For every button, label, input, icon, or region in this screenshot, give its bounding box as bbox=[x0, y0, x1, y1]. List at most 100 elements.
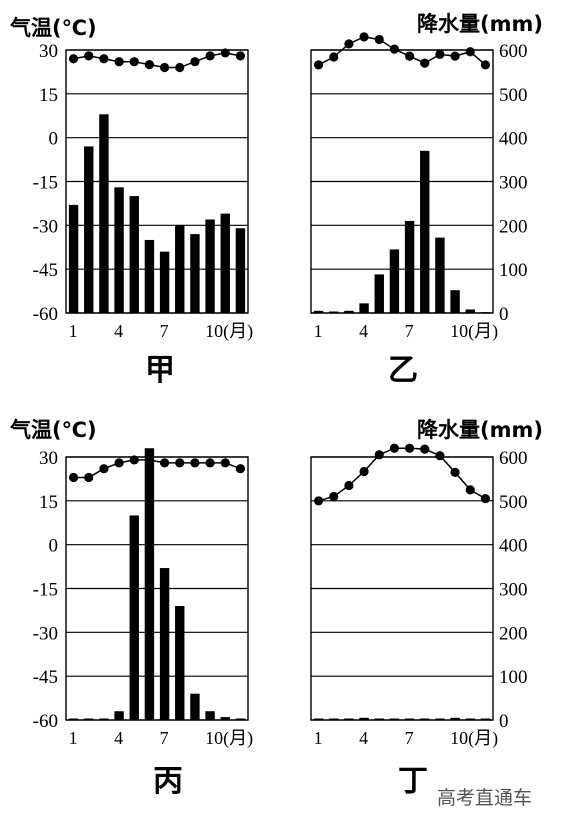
temp-line-yi bbox=[318, 36, 486, 66]
y-tick-label-bing: -30 bbox=[33, 623, 58, 644]
x-tick-label-yi: 4 bbox=[359, 321, 368, 341]
temp-point-bing bbox=[190, 458, 200, 468]
x-tick-label-ding: 4 bbox=[359, 728, 368, 748]
x-tick-label-yi: 1 bbox=[314, 321, 323, 341]
precip-bar-bing bbox=[144, 448, 155, 720]
temp-point-bing bbox=[220, 458, 230, 468]
y-tick-label-jia: -30 bbox=[33, 216, 58, 237]
plot-frame-bing bbox=[65, 456, 249, 721]
temp-point-ding bbox=[313, 496, 324, 506]
precip-bar-yi bbox=[435, 237, 445, 313]
temp-point-ding bbox=[420, 444, 430, 454]
temp-point-bing bbox=[235, 464, 246, 474]
y-tick-label-yi: 600 bbox=[499, 41, 528, 62]
precip-bar-bing bbox=[114, 711, 124, 720]
precip-bar-yi bbox=[404, 220, 415, 313]
temp-point-yi bbox=[344, 39, 354, 49]
y-tick-label-yi: 100 bbox=[499, 260, 528, 281]
temp-point-jia bbox=[68, 54, 79, 64]
y-tick-label-yi: 0 bbox=[499, 304, 509, 325]
temp-point-yi bbox=[404, 51, 415, 61]
precip-bar-bing bbox=[205, 711, 215, 720]
x-tick-label-yi: 7 bbox=[405, 321, 414, 341]
precip-bar-jia bbox=[190, 234, 200, 313]
panel-bing: 30 15 0 -15 -30 -45 -60 1 4 7 10(月) 丙 bbox=[33, 448, 253, 799]
y-tick-label-jia: 30 bbox=[39, 41, 58, 62]
temp-point-bing bbox=[84, 472, 94, 483]
x-tick-label-jia: 7 bbox=[160, 321, 169, 341]
temp-line-jia bbox=[73, 52, 241, 69]
precip-bar-yi bbox=[480, 312, 491, 313]
precip-axis-title-bottom: 降水量(mm) bbox=[417, 418, 543, 442]
temp-point-yi bbox=[374, 34, 384, 45]
temp-point-jia bbox=[144, 60, 155, 70]
precip-bar-yi bbox=[389, 249, 400, 313]
x-tick-label-bing: 1 bbox=[69, 728, 78, 748]
precip-bar-ding bbox=[359, 717, 369, 720]
precip-bar-bing bbox=[175, 606, 185, 720]
y-tick-label-ding: 200 bbox=[499, 623, 528, 644]
precip-bar-ding bbox=[450, 717, 460, 720]
precip-bar-jia bbox=[144, 239, 155, 313]
precip-bar-yi bbox=[313, 310, 324, 313]
panel-yi: 600 500 400 300 200 100 0 1 4 7 10(月) 乙 bbox=[310, 32, 528, 388]
y-tick-label-ding: 600 bbox=[499, 448, 528, 469]
panel-label-bing: 丙 bbox=[153, 764, 183, 799]
precip-bar-jia bbox=[205, 219, 215, 313]
temp-point-yi bbox=[465, 47, 475, 57]
temp-point-jia bbox=[190, 57, 200, 67]
y-tick-label-jia: -15 bbox=[33, 173, 58, 194]
x-tick-label-ding: 7 bbox=[405, 728, 414, 748]
temp-point-jia bbox=[84, 51, 94, 61]
panel-ding: 600 500 400 300 200 100 0 1 4 7 10(月) 丁 bbox=[310, 443, 528, 799]
y-tick-label-bing: -60 bbox=[33, 711, 58, 732]
precip-axis-title-top: 降水量(mm) bbox=[417, 12, 543, 36]
temp-axis-title-bottom: 气温(℃) bbox=[9, 418, 97, 442]
x-tick-label-ding: 1 bbox=[314, 728, 323, 748]
temp-point-ding bbox=[389, 443, 400, 453]
y-tick-label-bing: 30 bbox=[39, 448, 58, 469]
temp-point-bing bbox=[175, 458, 185, 468]
precip-bar-bing bbox=[129, 515, 139, 720]
plot-frame-yi bbox=[310, 49, 494, 314]
x-tick-label-jia: 1 bbox=[69, 321, 78, 341]
precip-bar-bing bbox=[190, 693, 200, 720]
y-tick-label-yi: 500 bbox=[499, 85, 528, 106]
temp-point-ding bbox=[344, 480, 354, 491]
plot-frame-ding bbox=[310, 456, 494, 721]
precip-bar-yi bbox=[465, 309, 475, 313]
y-tick-label-jia: -45 bbox=[33, 260, 58, 281]
temp-point-jia bbox=[220, 48, 230, 58]
axis-titles: 气温(℃) 降水量(mm) 气温(℃) 降水量(mm) bbox=[9, 12, 543, 442]
y-tick-label-ding: 100 bbox=[499, 667, 528, 688]
temp-point-yi bbox=[359, 32, 369, 42]
precip-bar-yi bbox=[450, 290, 460, 313]
precip-bar-yi bbox=[374, 274, 384, 313]
x-tick-label-jia: 10(月) bbox=[205, 321, 253, 342]
temp-point-bing bbox=[144, 455, 155, 465]
y-tick-label-yi: 200 bbox=[499, 216, 528, 237]
temp-point-yi bbox=[450, 51, 460, 61]
temp-point-bing bbox=[205, 458, 215, 468]
temp-point-yi bbox=[420, 58, 430, 68]
panel-label-yi: 乙 bbox=[388, 353, 418, 388]
temp-point-ding bbox=[374, 450, 384, 460]
precip-bar-jia bbox=[84, 146, 94, 313]
precip-bar-jia bbox=[114, 187, 124, 313]
temp-axis-title-top: 气温(℃) bbox=[9, 16, 97, 40]
temp-point-ding bbox=[480, 494, 491, 504]
precip-bar-jia bbox=[99, 114, 109, 314]
y-tick-label-jia: -60 bbox=[33, 304, 58, 325]
temp-point-jia bbox=[205, 51, 215, 61]
temp-point-jia bbox=[129, 57, 139, 67]
precip-bar-jia bbox=[68, 204, 79, 313]
temp-point-jia bbox=[159, 62, 170, 73]
temp-point-ding bbox=[359, 466, 369, 477]
y-tick-label-jia: 15 bbox=[39, 85, 58, 106]
y-tick-label-yi: 300 bbox=[499, 173, 528, 194]
y-tick-label-yi: 400 bbox=[499, 129, 528, 150]
temp-point-ding bbox=[465, 485, 475, 495]
temp-point-ding bbox=[329, 491, 339, 502]
